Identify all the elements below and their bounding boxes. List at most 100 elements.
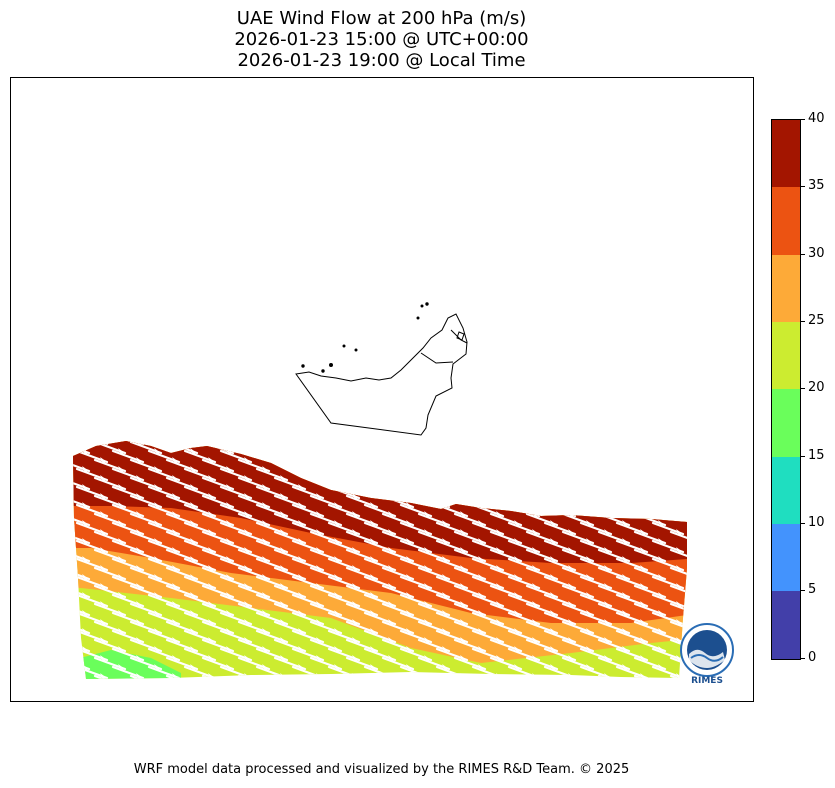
wind-vector-head — [424, 565, 431, 571]
wind-vector-head — [118, 538, 125, 544]
wind-vector-head — [154, 466, 161, 472]
wind-vector-head — [622, 610, 629, 616]
wind-vector-head — [604, 601, 611, 607]
wind-vector-head — [460, 441, 467, 445]
colorbar-tick-label-10: 10 — [808, 515, 825, 530]
wind-vector-head — [280, 637, 287, 643]
wind-vector-head — [118, 574, 125, 580]
wind-vector-head — [136, 583, 143, 589]
wind-vector — [543, 467, 577, 482]
wind-vector-head — [208, 583, 215, 589]
wind-vector — [417, 441, 451, 455]
wind-vector-head — [334, 556, 341, 562]
wind-vector-head — [550, 556, 557, 562]
colorbar-tick — [800, 523, 805, 524]
wind-vector — [581, 685, 611, 696]
wind-vector — [417, 674, 451, 679]
wind-vector — [597, 494, 631, 509]
wind-vector-head — [442, 610, 449, 616]
wind-vector-head — [550, 664, 557, 670]
wind-vector — [489, 441, 523, 455]
wind-vector-head — [82, 592, 89, 598]
wind-vector-head — [658, 646, 665, 652]
colorbar-segment-10-15 — [772, 457, 800, 524]
wind-vector-head — [694, 574, 701, 580]
wind-vector — [273, 674, 307, 679]
wind-vector-head — [190, 628, 197, 634]
colorbar-tick — [800, 388, 805, 389]
wind-vector — [545, 685, 575, 696]
wind-vector — [615, 503, 649, 518]
wind-vector — [471, 449, 505, 464]
wind-vector-head — [172, 583, 179, 589]
wind-vector-head — [172, 441, 179, 445]
wind-vector-head — [118, 502, 125, 508]
wind-vector — [615, 467, 649, 482]
wind-vector-head — [370, 466, 377, 472]
wind-vector-head — [82, 556, 89, 562]
wind-vector-head — [136, 565, 143, 571]
wind-vector-head — [190, 448, 197, 454]
wind-vector-head — [478, 466, 485, 472]
colorbar-segment-35-40 — [772, 120, 800, 187]
wind-vector-head — [658, 520, 665, 526]
wind-vector-head — [712, 547, 719, 553]
wind-vector-head — [640, 655, 647, 661]
wind-vector-head — [496, 475, 503, 481]
wind-vector-head — [694, 610, 701, 616]
island-6 — [342, 344, 346, 348]
wind-vector-head — [532, 475, 539, 481]
wind-vector — [561, 674, 595, 679]
wind-vector-head — [208, 441, 215, 445]
wind-vector-head — [694, 556, 701, 562]
wind-vector — [525, 494, 559, 509]
wind-vector-head — [190, 556, 197, 562]
wind-vector-head — [190, 520, 197, 526]
wind-vector — [651, 441, 685, 446]
wind-vector — [365, 685, 395, 696]
wind-vector — [273, 441, 307, 455]
wind-vector — [689, 685, 719, 696]
wind-vector-head — [496, 511, 503, 517]
wind-vector-head — [676, 511, 683, 517]
wind-vector — [309, 458, 343, 473]
wind-vector-head — [316, 441, 323, 445]
wind-vector-head — [172, 565, 179, 571]
wind-vector-head — [370, 646, 377, 652]
wind-vector-head — [622, 520, 629, 526]
wind-vector-head — [442, 502, 449, 508]
wind-vector-head — [478, 664, 485, 670]
wind-vector-head — [622, 646, 629, 652]
wind-vector — [509, 685, 539, 696]
wind-vector-head — [694, 466, 701, 472]
wind-vector-head — [244, 655, 251, 661]
wind-vector-head — [496, 493, 503, 499]
wind-vector-head — [262, 646, 269, 652]
wind-vector — [689, 433, 719, 444]
wind-vector-head — [208, 691, 215, 697]
wind-vector-head — [370, 502, 377, 508]
wind-vector-head — [136, 457, 143, 463]
wind-vector-head — [622, 556, 629, 562]
wind-vector — [669, 566, 687, 581]
wind-vector-head — [226, 556, 233, 562]
wind-vector — [669, 548, 687, 563]
wind-vector-head — [370, 484, 377, 490]
wind-vector-head — [316, 619, 323, 625]
wind-vector — [633, 476, 667, 491]
wind-vector-head — [226, 538, 233, 544]
wind-vector-head — [316, 637, 323, 643]
wind-vector-head — [298, 610, 305, 616]
colorbar-segment-5-10 — [772, 524, 800, 591]
wind-vector-head — [352, 619, 359, 625]
wind-vector-head — [298, 682, 305, 688]
wind-vector — [525, 476, 559, 491]
wind-vector-head — [208, 655, 215, 661]
wind-vector-head — [460, 583, 467, 589]
wind-vector-head — [712, 457, 719, 463]
wind-vector-head — [676, 565, 683, 571]
wind-vector — [309, 674, 343, 679]
title-line-2: 2026-01-23 15:00 @ UTC+00:00 — [234, 29, 529, 50]
wind-vector-head — [262, 592, 269, 598]
wind-vector-head — [280, 441, 287, 445]
